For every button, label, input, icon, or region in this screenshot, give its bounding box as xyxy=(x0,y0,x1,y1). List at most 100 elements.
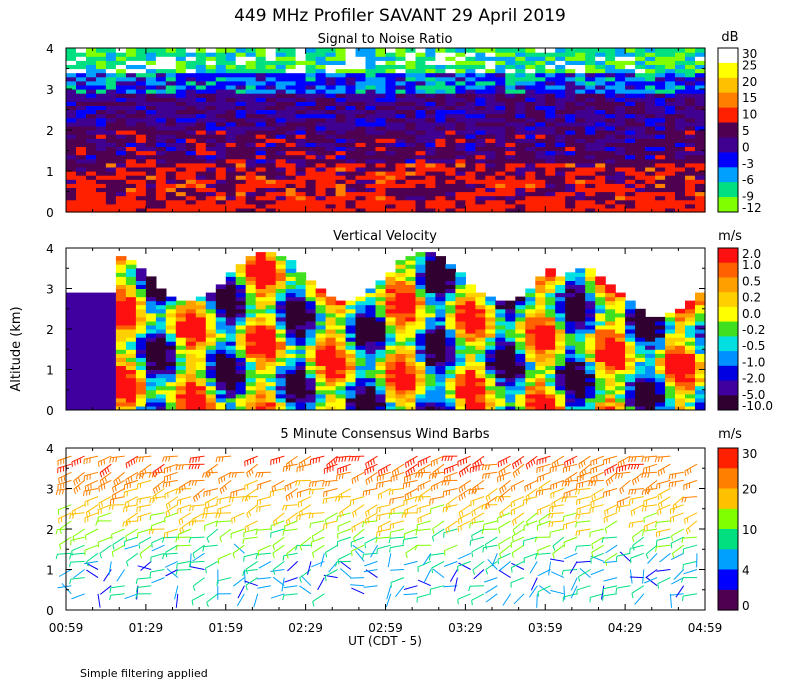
velocity-cell xyxy=(585,296,596,302)
snr-cell xyxy=(475,195,486,201)
velocity-cell xyxy=(315,304,327,310)
snr-cell xyxy=(455,134,466,139)
snr-cell xyxy=(415,146,427,152)
snr-cell xyxy=(685,56,696,61)
snr-cell xyxy=(545,80,556,86)
velocity-cell xyxy=(615,357,626,362)
velocity-cell xyxy=(435,349,446,354)
snr-cell xyxy=(345,150,357,156)
snr-cell xyxy=(155,199,167,205)
snr-cell xyxy=(165,130,177,135)
velocity-cell xyxy=(145,405,157,411)
snr-cell xyxy=(515,162,526,168)
velocity-cell xyxy=(655,381,666,387)
snr-cell xyxy=(555,80,566,86)
snr-cell xyxy=(255,105,267,111)
velocity-cell xyxy=(225,365,237,370)
velocity-cell xyxy=(465,381,476,387)
snr-cell xyxy=(525,109,536,115)
velocity-cell xyxy=(415,268,427,273)
velocity-cell xyxy=(595,333,606,338)
velocity-cell xyxy=(165,296,177,302)
velocity-cell xyxy=(625,365,636,370)
snr-cell xyxy=(545,158,556,164)
velocity-cell xyxy=(265,405,277,411)
velocity-cell xyxy=(345,300,357,306)
velocity-cell xyxy=(425,276,436,281)
snr-cell xyxy=(645,199,656,205)
snr-cell xyxy=(435,60,446,65)
velocity-cell xyxy=(375,361,387,366)
velocity-cell xyxy=(595,280,606,285)
velocity-cell xyxy=(355,405,367,411)
velocity-cell xyxy=(605,320,616,326)
snr-cell xyxy=(555,195,566,201)
snr-cell xyxy=(635,179,646,184)
velocity-cell xyxy=(295,316,307,322)
snr-cell xyxy=(675,64,686,70)
snr-cell xyxy=(225,150,237,156)
velocity-panel-title: Vertical Velocity xyxy=(333,229,437,244)
velocity-cell xyxy=(375,385,387,391)
snr-cell xyxy=(325,48,337,53)
snr-cell xyxy=(565,56,576,61)
velocity-cell xyxy=(375,288,387,294)
wind-barb xyxy=(126,512,139,522)
snr-cell xyxy=(66,80,77,86)
velocity-cell xyxy=(545,369,556,375)
snr-cell xyxy=(295,171,307,176)
snr-cell xyxy=(625,142,636,147)
velocity-cell xyxy=(305,337,317,342)
snr-cell xyxy=(505,195,516,201)
velocity-cell xyxy=(86,341,97,346)
velocity-cell xyxy=(285,337,297,342)
velocity-cell xyxy=(425,288,436,294)
snr-cell xyxy=(345,134,357,139)
velocity-cell xyxy=(335,324,347,330)
velocity-cell xyxy=(155,365,167,370)
snr-cell xyxy=(475,105,486,111)
snr-cell xyxy=(615,191,626,197)
velocity-cell xyxy=(585,357,596,362)
snr-cell xyxy=(205,52,217,57)
snr-cell xyxy=(525,171,536,176)
snr-cell xyxy=(155,162,167,168)
velocity-cell xyxy=(275,264,287,269)
snr-cell xyxy=(425,199,436,205)
velocity-cell xyxy=(555,276,566,281)
snr-cell xyxy=(86,89,97,94)
snr-cell xyxy=(245,183,257,188)
snr-cell xyxy=(555,121,566,127)
velocity-cell xyxy=(395,337,407,342)
velocity-cell xyxy=(285,296,297,302)
snr-cell xyxy=(365,187,377,193)
velocity-cell xyxy=(615,316,626,322)
velocity-cell xyxy=(455,280,466,285)
velocity-cell xyxy=(325,333,337,338)
velocity-cell xyxy=(605,296,616,302)
snr-cell xyxy=(275,56,287,61)
velocity-cell xyxy=(655,345,666,350)
snr-cell xyxy=(395,142,407,147)
velocity-cell xyxy=(395,333,407,338)
snr-cell xyxy=(215,68,227,74)
velocity-cell xyxy=(145,349,157,354)
snr-cell xyxy=(205,146,217,152)
velocity-cell xyxy=(275,280,287,285)
wind-barb xyxy=(110,455,125,459)
snr-cell xyxy=(605,146,616,152)
snr-cell xyxy=(225,138,237,143)
snr-cell xyxy=(135,60,147,65)
velocity-cell xyxy=(475,308,486,314)
snr-cell xyxy=(555,117,566,123)
velocity-cell xyxy=(455,377,466,383)
snr-cell xyxy=(655,117,666,123)
velocity-cell xyxy=(385,292,397,298)
velocity-cell xyxy=(525,361,536,366)
snr-cell xyxy=(235,80,247,86)
snr-cell xyxy=(245,199,257,205)
snr-cell xyxy=(225,101,237,106)
snr-cell xyxy=(635,105,646,111)
snr-cell xyxy=(415,203,427,209)
velocity-cell xyxy=(265,316,277,322)
